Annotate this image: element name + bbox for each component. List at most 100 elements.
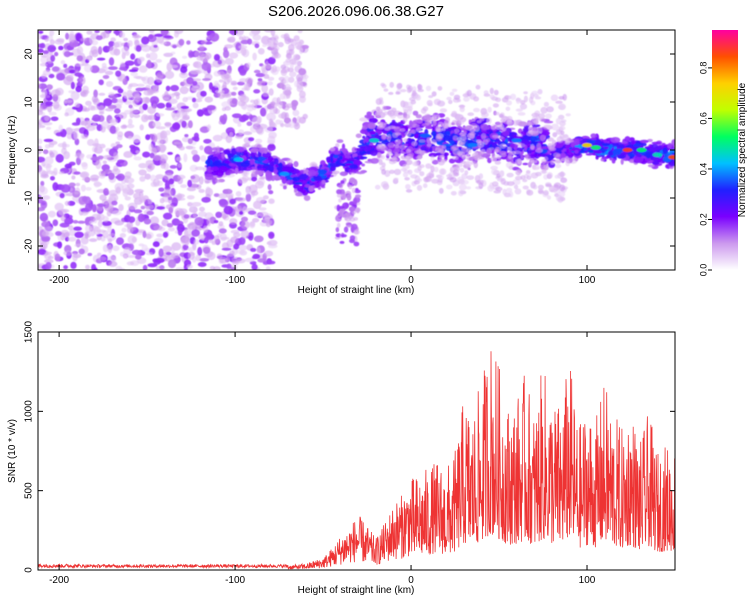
- heatmap-cell: [154, 33, 164, 37]
- heatmap-cell: [278, 101, 283, 109]
- heatmap-cell: [351, 187, 356, 194]
- heatmap-cell: [253, 89, 261, 94]
- heatmap-cell: [171, 244, 176, 254]
- heatmap-cell: [164, 122, 172, 127]
- heatmap-cell: [194, 98, 203, 103]
- x-tick-label: -100: [225, 575, 245, 586]
- heatmap-cell: [54, 202, 64, 211]
- heatmap-cell: [422, 106, 429, 112]
- snr-x-axis-label: Height of straight line (km): [298, 585, 415, 596]
- heatmap-cell: [194, 166, 205, 171]
- heatmap-cell: [225, 69, 232, 75]
- heatmap-cell: [452, 155, 459, 160]
- heatmap-cell: [147, 76, 155, 86]
- heatmap-cell: [457, 98, 461, 103]
- heatmap-cell: [480, 123, 489, 131]
- heatmap-cell: [502, 188, 507, 196]
- heatmap-cell: [63, 232, 70, 238]
- heatmap-cell: [159, 41, 167, 45]
- heatmap-cell: [64, 144, 70, 148]
- heatmap-cell: [105, 108, 114, 112]
- y-tick-label: 20: [24, 48, 35, 60]
- x-tick-label: 100: [579, 575, 596, 586]
- heatmap-cell: [450, 112, 458, 118]
- heatmap-cell: [506, 172, 514, 178]
- heatmap-cell: [186, 264, 193, 269]
- heatmap-cell: [78, 248, 85, 255]
- heatmap-cell: [260, 107, 267, 117]
- heatmap-cell: [199, 258, 210, 262]
- heatmap-cell: [355, 133, 362, 139]
- heatmap-cell: [339, 240, 345, 244]
- heatmap-cell: [439, 118, 447, 122]
- heatmap-cell: [433, 166, 439, 173]
- heatmap-cell: [167, 151, 174, 155]
- heatmap-cell: [270, 30, 276, 37]
- heatmap-cell: [168, 64, 178, 69]
- heatmap-cell: [517, 112, 526, 116]
- heatmap-cell: [428, 95, 434, 99]
- heatmap-cell: [283, 60, 291, 66]
- heatmap-cell: [349, 177, 356, 184]
- heatmap-cell: [244, 257, 255, 263]
- heatmap-cell: [213, 54, 221, 61]
- heatmap-cell: [175, 267, 185, 270]
- snr-y-ticks: 0 500 1000 1500: [24, 320, 675, 573]
- heatmap-cell: [77, 220, 86, 224]
- heatmap-cell: [356, 148, 363, 151]
- heatmap-cell: [225, 135, 233, 144]
- heatmap-cell: [80, 120, 89, 126]
- heatmap-cell: [153, 225, 163, 231]
- heatmap-cell: [152, 241, 160, 248]
- heatmap-cell: [526, 189, 534, 196]
- heatmap-cell: [152, 121, 162, 128]
- heatmap-cell: [243, 149, 248, 156]
- heatmap-cell: [279, 93, 286, 100]
- heatmap-cell: [213, 266, 221, 270]
- heatmap-cell: [523, 91, 528, 95]
- heatmap-cell: [239, 68, 247, 76]
- heatmap-cell: [511, 138, 522, 143]
- heatmap-cell: [460, 142, 465, 146]
- heatmap-cell: [314, 182, 320, 189]
- heatmap-cell: [352, 198, 358, 205]
- heatmap-cell: [253, 99, 259, 106]
- heatmap-cell: [45, 95, 51, 98]
- heatmap-cell: [38, 109, 43, 116]
- snr-x-ticks: -200 -100 0 100: [49, 332, 596, 586]
- heatmap-cell: [246, 104, 255, 108]
- heatmap-cell: [38, 169, 46, 176]
- heatmap-cell: [63, 217, 74, 225]
- heatmap-cell: [231, 91, 237, 96]
- x-tick-label: -200: [49, 275, 69, 286]
- heatmap-cell: [349, 164, 358, 169]
- heatmap-cell: [63, 250, 73, 256]
- heatmap-cell: [218, 221, 224, 227]
- heatmap-cell: [293, 54, 301, 61]
- heatmap-cell: [42, 50, 49, 54]
- heatmap-cell: [438, 187, 444, 194]
- heatmap-cell: [404, 131, 412, 137]
- heatmap-cell: [560, 152, 566, 158]
- heatmap-cell: [108, 40, 115, 47]
- heatmap-cell: [292, 176, 301, 182]
- y-tick-label: 0: [24, 147, 35, 153]
- heatmap-cell: [651, 141, 662, 145]
- heatmap-cell: [554, 141, 564, 149]
- heatmap-cell: [231, 260, 239, 266]
- heatmap-cell: [388, 91, 394, 95]
- heatmap-cell: [539, 117, 546, 123]
- heatmap-cell: [44, 37, 49, 42]
- heatmap-cell: [203, 225, 209, 233]
- heatmap-cell: [50, 176, 55, 181]
- heatmap-cell: [54, 39, 65, 45]
- heatmap-cell: [195, 254, 201, 262]
- heatmap-cell: [294, 41, 303, 50]
- heatmap-cell: [204, 52, 212, 60]
- heatmap-cell: [263, 74, 270, 79]
- heatmap-cell: [263, 147, 268, 154]
- heatmap-cell: [283, 185, 287, 190]
- heatmap-cell: [425, 85, 432, 92]
- heatmap-cell: [51, 66, 62, 73]
- heatmap-cell: [446, 174, 453, 178]
